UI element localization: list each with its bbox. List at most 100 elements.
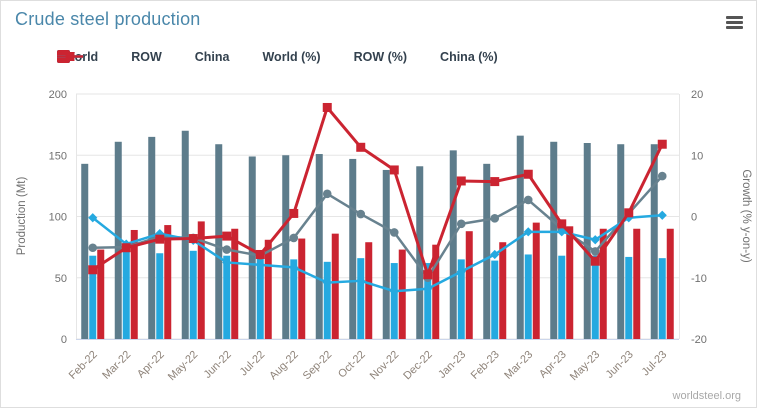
bar-row-Jun-22[interactable] (223, 255, 231, 339)
data-point-marker-square[interactable] (423, 270, 433, 280)
bar-china-May-23[interactable] (599, 228, 607, 339)
bar-world-Aug-22[interactable] (282, 155, 290, 339)
bar-china-Jan-23[interactable] (465, 231, 473, 339)
data-point-marker-diamond[interactable] (490, 249, 500, 260)
bar-row-Mar-23[interactable] (524, 254, 532, 339)
bar-world-Nov-22[interactable] (382, 169, 390, 339)
bar-china-May-22[interactable] (197, 221, 205, 339)
data-point-marker-circle[interactable] (657, 171, 667, 181)
data-point-marker-diamond[interactable] (289, 262, 299, 272)
bar-world-Feb-23[interactable] (483, 163, 491, 339)
data-point-marker-square[interactable] (222, 231, 232, 241)
data-point-marker-diamond[interactable] (523, 227, 533, 237)
legend-item-china[interactable]: China (%) (57, 50, 498, 64)
bar-row-Apr-23[interactable] (558, 255, 566, 339)
bar-world-Feb-22[interactable] (81, 163, 89, 339)
bar-world-Jul-22[interactable] (248, 156, 256, 339)
bar-china-Mar-23[interactable] (532, 222, 540, 339)
bar-row-Jun-23[interactable] (625, 256, 633, 339)
data-point-marker-circle[interactable] (490, 214, 500, 223)
data-point-marker-circle[interactable] (289, 233, 299, 243)
data-point-marker-diamond[interactable] (389, 286, 399, 296)
bar-world-Oct-22[interactable] (349, 158, 357, 339)
bar-china-Jul-23[interactable] (666, 228, 674, 339)
data-point-marker-diamond[interactable] (557, 227, 567, 237)
bar-china-Jul-22[interactable] (264, 239, 272, 339)
bar-world-Jul-23[interactable] (650, 144, 658, 339)
data-point-marker-diamond[interactable] (88, 213, 98, 223)
bar-world-Sep-22[interactable] (315, 154, 323, 339)
data-point-marker-square[interactable] (155, 234, 165, 244)
data-point-marker-diamond[interactable] (322, 278, 332, 288)
bar-world-May-22[interactable] (181, 130, 189, 339)
data-point-marker-square[interactable] (322, 102, 332, 112)
data-point-marker-circle[interactable] (590, 247, 600, 256)
bar-row-Nov-22[interactable] (390, 263, 398, 339)
bar-row-Feb-23[interactable] (491, 260, 499, 339)
bar-china-Jun-23[interactable] (633, 228, 641, 339)
bar-china-Feb-23[interactable] (499, 242, 507, 339)
bar-row-Mar-22[interactable] (122, 249, 130, 339)
data-point-marker-square[interactable] (624, 208, 634, 218)
bars-china (97, 221, 674, 339)
bar-world-May-23[interactable] (583, 143, 591, 339)
data-point-marker-diamond[interactable] (657, 210, 667, 220)
data-point-marker-square[interactable] (356, 142, 366, 152)
bar-world-Mar-22[interactable] (114, 141, 122, 339)
bar-row-May-23[interactable] (591, 255, 599, 339)
data-point-marker-square[interactable] (490, 177, 500, 187)
bar-china-Aug-22[interactable] (298, 238, 306, 339)
bar-row-Apr-22[interactable] (156, 253, 164, 339)
bar-china-Jun-22[interactable] (231, 228, 239, 339)
growth-line (92, 175, 664, 279)
data-point-marker-square[interactable] (389, 165, 399, 175)
bar-world-Jun-22[interactable] (215, 144, 223, 339)
bar-china-Nov-22[interactable] (398, 249, 406, 339)
data-point-marker-circle[interactable] (222, 245, 232, 254)
data-point-marker-diamond[interactable] (222, 257, 232, 268)
data-point-marker-circle[interactable] (456, 219, 466, 229)
bar-row-Jul-23[interactable] (658, 258, 666, 339)
bar-china-Apr-22[interactable] (164, 225, 172, 339)
data-point-marker-circle[interactable] (356, 209, 366, 219)
data-point-marker-square[interactable] (88, 265, 98, 275)
bar-china-Feb-22[interactable] (97, 249, 105, 339)
bar-china-Oct-22[interactable] (365, 242, 373, 339)
data-point-marker-circle[interactable] (389, 228, 399, 237)
data-point-marker-square[interactable] (657, 139, 667, 149)
data-point-marker-circle[interactable] (523, 195, 533, 205)
data-point-marker-square[interactable] (255, 249, 265, 259)
bar-china-Dec-22[interactable] (432, 244, 440, 339)
bar-china-Apr-23[interactable] (566, 226, 574, 339)
data-point-marker-diamond[interactable] (423, 284, 433, 294)
data-point-marker-diamond[interactable] (590, 235, 600, 245)
data-point-marker-square[interactable] (590, 256, 600, 266)
x-axis-label: Feb-22 (67, 349, 100, 382)
hamburger-menu-icon[interactable] (726, 16, 743, 29)
bar-world-Jun-23[interactable] (617, 144, 625, 339)
bar-row-Jul-22[interactable] (256, 258, 264, 339)
data-point-marker-square[interactable] (121, 243, 131, 253)
left-axis-tick: 100 (49, 212, 67, 224)
data-point-marker-diamond[interactable] (255, 260, 265, 270)
bar-row-Jan-23[interactable] (457, 259, 465, 339)
bar-row-Dec-22[interactable] (424, 263, 432, 339)
data-point-marker-square[interactable] (289, 208, 299, 218)
data-point-marker-diamond[interactable] (356, 276, 366, 286)
bar-world-Apr-23[interactable] (550, 141, 558, 339)
data-point-marker-circle[interactable] (322, 189, 332, 199)
bar-china-Mar-22[interactable] (130, 229, 138, 339)
bar-row-Feb-22[interactable] (89, 255, 97, 339)
bar-row-Aug-22[interactable] (290, 259, 298, 339)
bar-china-Sep-22[interactable] (331, 233, 339, 339)
data-point-marker-square[interactable] (557, 219, 567, 229)
bar-row-Sep-22[interactable] (323, 261, 331, 339)
data-point-marker-square[interactable] (188, 234, 198, 244)
data-point-marker-square[interactable] (456, 176, 466, 186)
data-point-marker-circle[interactable] (88, 243, 98, 253)
data-point-marker-diamond[interactable] (456, 267, 466, 277)
bar-row-Oct-22[interactable] (357, 258, 365, 339)
bar-world-Jan-23[interactable] (449, 150, 457, 339)
bar-row-May-22[interactable] (189, 250, 197, 339)
data-point-marker-square[interactable] (523, 169, 533, 179)
